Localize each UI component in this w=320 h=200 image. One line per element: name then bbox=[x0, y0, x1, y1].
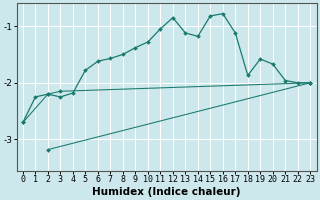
X-axis label: Humidex (Indice chaleur): Humidex (Indice chaleur) bbox=[92, 187, 241, 197]
